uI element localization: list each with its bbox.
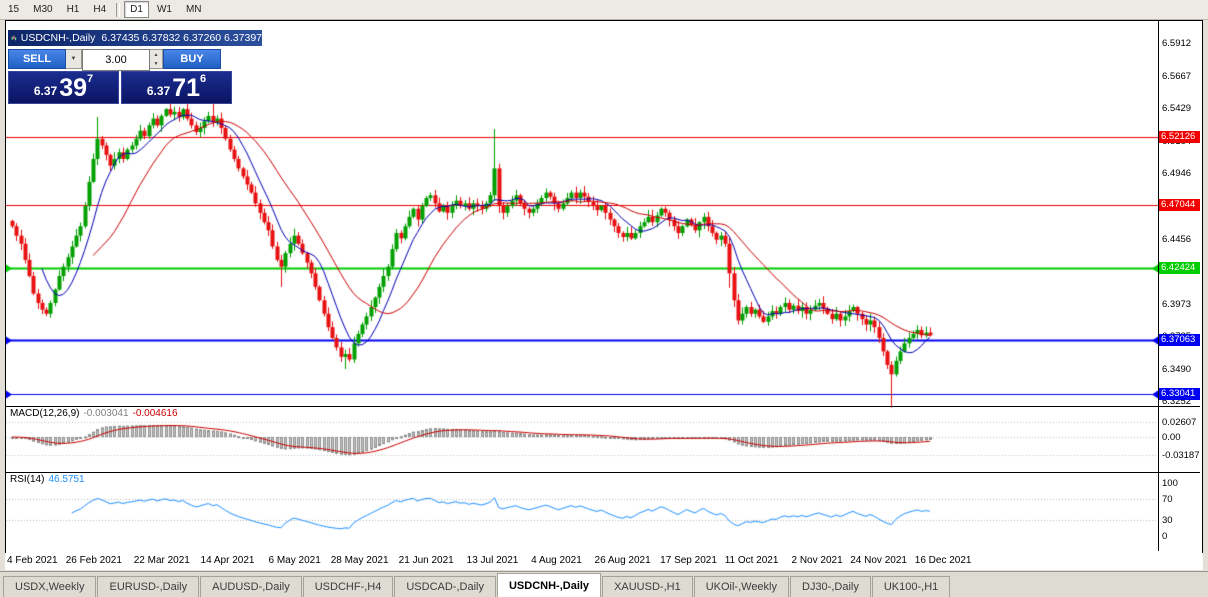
timeframe-button-w1[interactable]: W1 — [156, 4, 172, 15]
time-axis-label: 2 Nov 2021 — [791, 555, 843, 566]
sell-button[interactable]: SELL — [8, 49, 66, 69]
big-price-panels: 6.37 39 7 6.37 71 6 — [8, 71, 232, 104]
bid-price-button[interactable]: 6.37 39 7 — [8, 71, 119, 104]
one-click-trade-row: SELL ▼ ▲ ▼ BUY — [8, 49, 221, 71]
price-level-badge: 6.47044 — [1159, 199, 1200, 212]
rsi-panel-separator[interactable] — [6, 472, 1200, 473]
time-axis[interactable]: 4 Feb 2021 26 Feb 2021 22 Mar 2021 14 Apr 2… — [5, 553, 1203, 570]
chart-tab-usdcnh-daily[interactable]: USDCNH-,Daily — [496, 573, 602, 597]
rsi-indicator-label: RSI(14) 46.5751 — [10, 474, 85, 485]
price-axis-tick: 6.5429 — [1162, 102, 1192, 114]
timeframe-button-m30[interactable]: M30 — [33, 4, 53, 15]
chart-tab-eurusd-daily[interactable]: EURUSD-,Daily — [97, 576, 200, 597]
macd-main-value: -0.003041 — [83, 408, 129, 419]
chart-icon — [11, 35, 17, 41]
time-axis-label: 4 Aug 2021 — [531, 555, 582, 566]
chart-tab-ukoil-weekly[interactable]: UKOil-,Weekly — [693, 576, 789, 597]
rsi-axis-tick: 0 — [1162, 531, 1168, 542]
price-level-badge: 6.52126 — [1159, 131, 1200, 144]
price-axis-tick: 6.3490 — [1162, 363, 1192, 375]
lot-size-input[interactable] — [82, 49, 150, 71]
time-axis-label: 28 May 2021 — [330, 555, 389, 566]
chart-workspace: USDCNH-,Daily 6.37435 6.37832 6.37260 6.… — [5, 20, 1203, 554]
lot-increment-button[interactable]: ▲ — [150, 50, 162, 59]
buy-button[interactable]: BUY — [163, 49, 221, 69]
price-axis-tick: 6.3973 — [1162, 298, 1192, 310]
time-axis-label: 13 Jul 2021 — [466, 555, 519, 566]
chart-tab-dj30-daily[interactable]: DJ30-,Daily — [790, 576, 871, 597]
chart-tab-uk100-h1[interactable]: UK100-,H1 — [871, 576, 951, 597]
price-axis-tick: 6.5667 — [1162, 70, 1192, 82]
chart-window-title[interactable]: USDCNH-,Daily 6.37435 6.37832 6.37260 6.… — [8, 30, 262, 46]
macd-axis-tick: 0.02607 — [1162, 417, 1197, 429]
rsi-axis-tick: 30 — [1162, 515, 1173, 527]
price-level-badge: 6.42424 — [1159, 261, 1200, 274]
price-axis-tick: 6.5912 — [1162, 37, 1192, 49]
time-axis-label: 14 Apr 2021 — [200, 555, 255, 566]
timeframe-button-15[interactable]: 15 — [8, 4, 20, 15]
timeframe-button-h4[interactable]: H4 — [93, 4, 107, 15]
lot-stepper: ▲ ▼ — [150, 49, 163, 69]
ask-price-base: 6.37 — [146, 84, 171, 98]
timeframe-button-mn[interactable]: MN — [185, 4, 202, 15]
chart-symbol-period: USDCNH-,Daily — [20, 32, 96, 44]
macd-indicator-label: MACD(12,26,9) -0.003041 -0.004616 — [10, 408, 178, 419]
time-axis-label: 22 Mar 2021 — [133, 555, 190, 566]
lot-dropdown-button[interactable]: ▼ — [66, 49, 82, 69]
price-level-badge: 6.37063 — [1159, 333, 1200, 346]
timeframe-button-d1[interactable]: D1 — [124, 1, 149, 18]
bid-price-pipette: 7 — [87, 73, 94, 85]
rsi-axis-tick: 100 — [1162, 478, 1178, 489]
macd-signal-value: -0.004616 — [132, 408, 178, 419]
ask-price-pips: 71 — [172, 74, 201, 102]
time-axis-label: 4 Feb 2021 — [7, 555, 58, 566]
ask-price-button[interactable]: 6.37 71 6 — [121, 71, 232, 104]
time-axis-label: 16 Dec 2021 — [914, 555, 972, 566]
time-axis-label: 21 Jun 2021 — [398, 555, 454, 566]
timeframe-button-h1[interactable]: H1 — [66, 4, 80, 15]
macd-panel-separator[interactable] — [6, 406, 1200, 407]
time-axis-label: 17 Sep 2021 — [660, 555, 717, 566]
chevron-down-icon: ▼ — [70, 56, 77, 62]
macd-axis-tick: -0.03187 — [1162, 449, 1200, 461]
chart-tab-audusd-daily[interactable]: AUDUSD-,Daily — [200, 576, 302, 597]
price-axis-tick: 6.4456 — [1162, 233, 1192, 245]
time-axis-label: 11 Oct 2021 — [724, 555, 779, 566]
lot-decrement-button[interactable]: ▼ — [150, 59, 162, 68]
time-axis-label: 26 Aug 2021 — [594, 555, 651, 566]
macd-axis-tick: 0.00 — [1162, 432, 1181, 443]
toolbar-separator — [116, 2, 121, 17]
chart-tab-usdchf-h4[interactable]: USDCHF-,H4 — [302, 576, 394, 597]
time-axis-label: 24 Nov 2021 — [850, 555, 907, 566]
price-axis-tick: 6.3252 — [1162, 395, 1192, 407]
bid-price-base: 6.37 — [33, 84, 58, 98]
chart-tab-bar: USDX,Weekly EURUSD-,Daily AUDUSD-,Daily USD… — [0, 571, 1208, 597]
bid-price-pips: 39 — [59, 74, 88, 102]
chart-tab-xauusd-h1[interactable]: XAUUSD-,H1 — [602, 576, 693, 597]
chart-canvas[interactable] — [6, 21, 1158, 551]
chart-ohlc-values: 6.37435 6.37832 6.37260 6.37397 — [101, 32, 262, 44]
price-axis-tick: 6.4946 — [1162, 167, 1192, 179]
chart-tab-usdcad-daily[interactable]: USDCAD-,Daily — [394, 576, 496, 597]
rsi-value: 46.5751 — [48, 474, 85, 485]
chart-tab-usdx-weekly[interactable]: USDX,Weekly — [3, 576, 97, 597]
timeframe-toolbar: 15 M30 H1 H4 D1 W1 MN — [0, 0, 1208, 20]
time-axis-label: 26 Feb 2021 — [65, 555, 122, 566]
ask-price-pipette: 6 — [200, 73, 207, 85]
time-axis-label: 6 May 2021 — [268, 555, 321, 566]
price-axis[interactable]: 6.59126.56676.54296.51846.49466.47016.44… — [1158, 21, 1200, 551]
rsi-axis-tick: 70 — [1162, 493, 1173, 505]
price-level-badge: 6.33041 — [1159, 387, 1200, 400]
